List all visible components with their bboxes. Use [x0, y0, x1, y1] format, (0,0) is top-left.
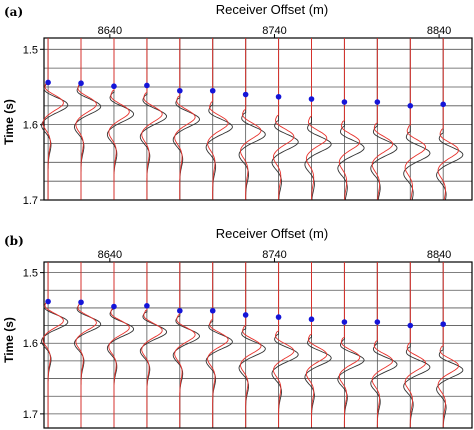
trace-wiggle — [338, 262, 361, 428]
trace-wiggle — [174, 262, 196, 428]
panel-b: (b) Receiver Offset (m) Time (s) 8640 874… — [2, 226, 473, 429]
y-tick-label: 1.7 — [23, 195, 38, 207]
pick-point — [177, 307, 183, 314]
x-tick-label: 8740 — [262, 249, 286, 261]
pick-point — [407, 103, 414, 109]
trace-wiggle — [106, 38, 135, 200]
x-tick-label: 8840 — [427, 249, 451, 261]
trace-wiggle — [75, 262, 97, 428]
pick-point — [45, 298, 51, 305]
trace-wiggle — [403, 38, 431, 200]
panel-a: (a) Receiver Offset (m) Time (s) 8640 874… — [2, 2, 473, 207]
trace-wiggle — [305, 262, 328, 428]
trace-wiggle — [337, 38, 365, 200]
trace-wiggle — [174, 38, 196, 200]
pick-point — [374, 319, 381, 325]
pick-point — [341, 99, 348, 105]
x-axis-title-a: Receiver Offset (m) — [216, 2, 328, 17]
pick-point — [45, 79, 51, 86]
pick-point — [111, 303, 117, 310]
trace-wiggle — [205, 38, 233, 200]
trace-wiggle — [436, 38, 464, 200]
trace-wiggle — [437, 38, 459, 200]
pick-point — [209, 87, 216, 94]
pick-point — [144, 82, 150, 89]
trace-wiggle — [240, 262, 262, 428]
trace-wiggle — [337, 262, 365, 428]
trace-wiggle — [304, 38, 332, 200]
y-tick-label: 1.5 — [23, 268, 38, 280]
trace-wiggle — [238, 262, 266, 428]
trace-wiggle — [141, 262, 163, 428]
y-tick-label: 1.5 — [23, 44, 38, 56]
y-tick-label: 1.6 — [23, 120, 38, 132]
pick-point — [242, 312, 249, 318]
x-tick-label: 8640 — [98, 249, 122, 261]
trace-wiggle — [41, 262, 69, 428]
pick-point — [407, 322, 414, 329]
trace-wiggle — [272, 38, 295, 200]
pick-point — [440, 101, 446, 108]
plot-frame — [43, 37, 473, 201]
trace-wiggle — [205, 262, 233, 428]
pick-point — [209, 307, 216, 314]
x-tick-label: 8840 — [427, 25, 451, 37]
trace-wiggle — [108, 38, 130, 200]
trace-wiggle — [73, 262, 102, 428]
trace-wiggle — [272, 262, 295, 428]
trace-wiggle — [108, 262, 130, 428]
pick-point — [341, 319, 348, 325]
pick-point — [78, 80, 84, 87]
trace-wiggle — [240, 38, 262, 200]
trace-wiggle — [139, 38, 168, 200]
x-tick-label: 8640 — [98, 25, 122, 37]
trace-wiggle — [42, 262, 64, 428]
y-tick-label: 1.7 — [23, 409, 38, 421]
trace-wiggle — [172, 38, 200, 200]
trace-wiggle — [75, 38, 97, 200]
y-axis-label-b: Time (s) — [2, 317, 16, 363]
trace-wiggle — [403, 262, 431, 428]
pick-point — [275, 93, 282, 100]
trace-wiggle — [106, 262, 135, 428]
pick-point — [308, 316, 315, 323]
trace-wiggle — [304, 262, 332, 428]
trace-wiggle — [141, 38, 163, 200]
x-tick-label: 8740 — [262, 25, 286, 37]
trace-wiggle — [370, 38, 398, 200]
panel-label-a: (a) — [4, 5, 23, 19]
pick-point — [374, 99, 381, 105]
trace-wiggle — [436, 262, 464, 428]
pick-point — [242, 91, 249, 98]
plot-frame — [43, 261, 473, 429]
pick-point — [440, 321, 446, 327]
trace-wiggle — [404, 262, 427, 428]
trace-wiggle — [271, 262, 299, 428]
trace-wiggle — [42, 38, 64, 200]
trace-wiggle — [404, 38, 427, 200]
trace-wiggle — [371, 38, 394, 200]
y-axis-label-a: Time (s) — [2, 99, 16, 145]
trace-wiggle — [172, 262, 200, 428]
y-tick-label: 1.6 — [23, 338, 38, 350]
trace-wiggle — [371, 262, 394, 428]
x-axis-title-b: Receiver Offset (m) — [216, 226, 328, 241]
trace-wiggle — [305, 38, 328, 200]
pick-point — [308, 96, 315, 102]
trace-wiggle — [338, 38, 361, 200]
trace-wiggle — [207, 38, 229, 200]
trace-wiggle — [207, 262, 229, 428]
pick-point — [177, 87, 183, 94]
pick-point — [78, 299, 84, 306]
trace-wiggle — [437, 262, 459, 428]
pick-point — [111, 83, 117, 90]
pick-point — [144, 302, 150, 309]
panel-label-b: (b) — [4, 234, 24, 248]
trace-wiggle — [41, 38, 69, 200]
pick-point — [275, 314, 282, 320]
trace-wiggle — [238, 38, 266, 200]
